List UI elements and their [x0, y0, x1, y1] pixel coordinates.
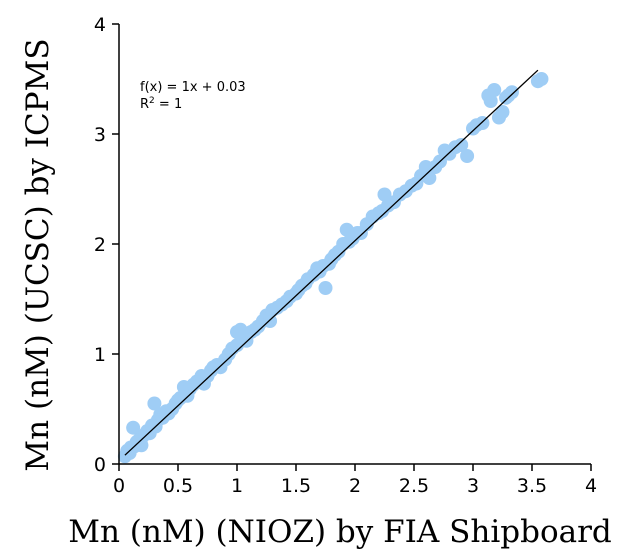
r-squared-value: = 1	[155, 97, 182, 112]
x-tick-label: 4	[585, 475, 597, 497]
data-point	[534, 72, 549, 86]
y-tick-label: 4	[94, 14, 106, 36]
trendline	[124, 69, 539, 456]
data-point	[318, 281, 333, 295]
equation-annotation: f(x) = 1x + 0.03	[140, 80, 246, 95]
data-point	[495, 105, 510, 119]
r-squared-label: R	[140, 97, 149, 112]
x-tick-label: 0.5	[163, 475, 193, 497]
x-ticks: 0 0.5 1 1.5 2 2.5 3 3.5 4	[113, 464, 597, 497]
data-point	[377, 187, 392, 202]
x-axis-title: Mn (nM) (NIOZ) by FIA Shipboard	[68, 514, 612, 550]
data-point	[454, 138, 469, 152]
y-tick-label: 1	[94, 344, 106, 366]
y-tick-label: 2	[94, 234, 106, 256]
x-tick-label: 3	[467, 475, 479, 497]
x-tick-label: 2	[349, 475, 361, 497]
data-point	[460, 149, 475, 163]
y-axis-title: Mn (nM) (UCSC) by ICPMS	[20, 38, 56, 471]
data-point	[126, 420, 141, 435]
y-tick-label: 3	[94, 124, 106, 146]
x-tick-label: 1.5	[281, 475, 311, 497]
data-points	[117, 72, 549, 464]
x-tick-label: 0	[113, 475, 125, 497]
data-point	[504, 85, 519, 100]
r-squared-superscript: 2	[149, 96, 155, 106]
r-squared-annotation: R2 = 1	[140, 96, 182, 112]
x-tick-label: 1	[231, 475, 243, 497]
y-tick-label: 0	[94, 454, 106, 476]
x-tick-label: 3.5	[517, 475, 547, 497]
y-ticks: 0 1 2 3 4	[94, 14, 119, 476]
data-point	[483, 94, 498, 108]
x-tick-label: 2.5	[399, 475, 429, 497]
data-point	[487, 83, 502, 97]
data-point	[147, 396, 162, 411]
